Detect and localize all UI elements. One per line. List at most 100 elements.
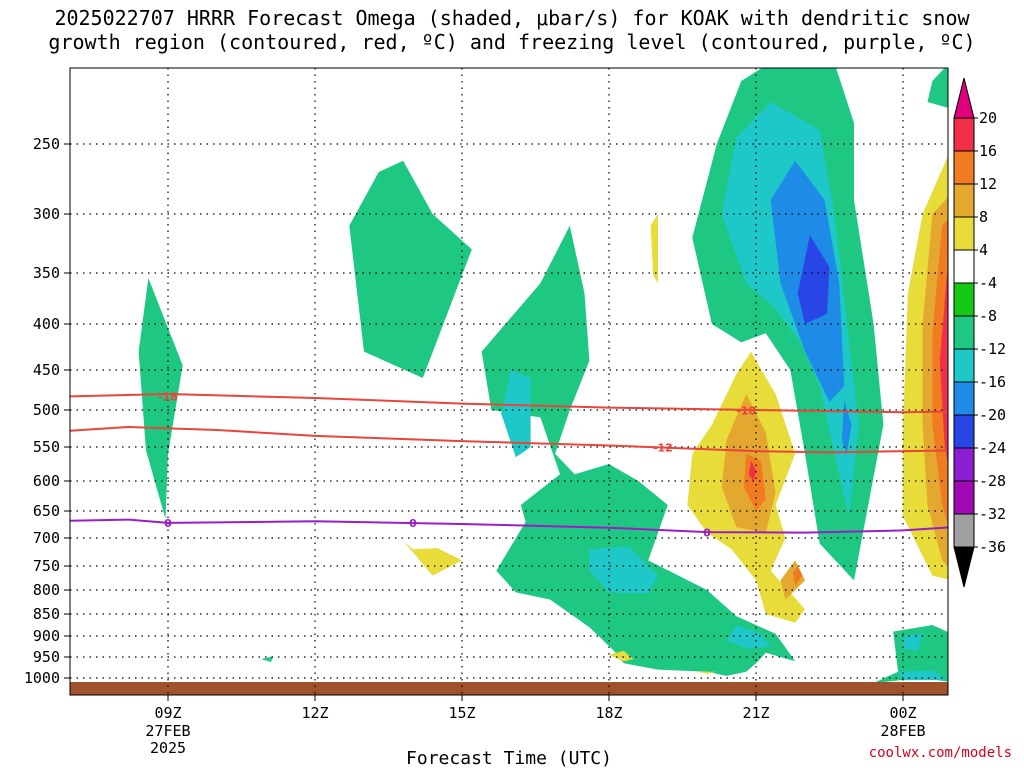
omega-region-10 — [726, 625, 771, 649]
chart-title: 2025022707 HRRR Forecast Omega (shaded, … — [0, 6, 1024, 54]
y-tick-label-800: 800 — [33, 581, 60, 599]
colorbar-tick-label--36: -36 — [979, 538, 1006, 556]
colorbar-tick-label--24: -24 — [979, 439, 1006, 457]
y-tick-label-950: 950 — [33, 648, 60, 666]
colorbar-band-3 — [953, 183, 975, 218]
omega-region-19 — [697, 671, 717, 674]
omega-region-27 — [932, 218, 948, 525]
colorbar-band-1 — [953, 117, 975, 152]
colorbar: 20 16 12 8 4 -4 -8 -12 -16 -20 -24 -28 -32 -36 — [953, 77, 1006, 588]
y-tick-label-300: 300 — [33, 205, 60, 223]
title-line-1: 2025022707 HRRR Forecast Omega (shaded, … — [54, 6, 970, 30]
omega-region-5 — [927, 68, 948, 108]
omega-region-25 — [743, 453, 766, 511]
contour-label--18-0: -18 — [158, 390, 178, 403]
contour--12 — [70, 425, 948, 454]
y-tick-label-900: 900 — [33, 627, 60, 645]
y-tick-label-550: 550 — [33, 438, 60, 456]
y-tick-label-250: 250 — [33, 135, 60, 153]
y-tick-label-350: 350 — [33, 264, 60, 282]
omega-shading — [138, 68, 953, 683]
contour-label-0-2: 0 — [703, 527, 711, 540]
contour-0 — [70, 518, 948, 534]
omega-region-0 — [138, 278, 183, 520]
colorbar-band-9 — [953, 381, 975, 416]
omega-region-14 — [841, 400, 852, 454]
omega-region-18 — [609, 650, 634, 662]
y-tick-label-1000: 1000 — [24, 669, 60, 687]
x-tick-date-09Z: 27FEB — [145, 722, 190, 740]
colorbar-tick-label-4: 4 — [979, 241, 988, 259]
plot-frame — [69, 67, 949, 696]
colorbar-band-4 — [953, 216, 975, 251]
colorbar-band-8 — [953, 348, 975, 383]
x-axis-label: Forecast Time (UTC) — [406, 748, 612, 768]
omega-region-8 — [589, 546, 658, 594]
grid-lines — [70, 68, 948, 695]
contour-label-0-1: 0 — [409, 517, 417, 530]
x-tick-label-12Z: 12Z — [301, 704, 328, 722]
omega-region-16 — [650, 214, 658, 284]
colorbar-tick-label-8: 8 — [979, 208, 988, 226]
colorbar-tick-label-20: 20 — [979, 109, 997, 127]
credit-text: coolwx.com/models — [868, 745, 1012, 761]
contour-label--18-1: -18 — [736, 405, 756, 418]
y-tick-label-450: 450 — [33, 361, 60, 379]
colorbar-band-10 — [953, 414, 975, 449]
x-tick-label-18Z: 18Z — [595, 704, 622, 722]
omega-region-3 — [481, 225, 796, 676]
colorbar-top-arrow — [953, 77, 975, 119]
colorbar-band-12 — [953, 480, 975, 515]
omega-region-30 — [950, 293, 953, 394]
colorbar-tick-label--32: -32 — [979, 505, 1006, 523]
y-tick-label-500: 500 — [33, 401, 60, 419]
ground-layer — [70, 682, 948, 695]
omega-region-28 — [748, 460, 756, 481]
colorbar-band-5 — [953, 249, 975, 284]
y-tick-label-650: 650 — [33, 502, 60, 520]
omega-region-26 — [792, 566, 803, 586]
omega-region-2 — [349, 160, 472, 378]
colorbar-band-7 — [953, 315, 975, 350]
colorbar-bottom-arrow — [953, 546, 975, 588]
y-tick-label-750: 750 — [33, 557, 60, 575]
colorbar-tick-label--8: -8 — [979, 307, 997, 325]
omega-region-17 — [403, 540, 462, 576]
y-tick-label-600: 600 — [33, 472, 60, 490]
colorbar-tick-label--4: -4 — [979, 274, 997, 292]
temperature-contours: -18 -18 -12 0 0 0 — [70, 390, 948, 540]
x-tick-year-09Z: 2025 — [150, 739, 186, 757]
ground-strip — [70, 682, 948, 695]
x-tick-label-21Z: 21Z — [742, 704, 769, 722]
y-tick-label-700: 700 — [33, 529, 60, 547]
x-tick-label-09Z: 09Z — [154, 704, 181, 722]
contour-label-0-0: 0 — [164, 517, 172, 530]
contour--18 — [70, 392, 948, 414]
colorbar-band-13 — [953, 513, 975, 548]
omega-region-29 — [939, 268, 948, 463]
omega-region-15 — [797, 235, 830, 324]
y-tick-label-400: 400 — [33, 315, 60, 333]
omega-region-11 — [903, 633, 923, 651]
omega-region-6 — [873, 625, 948, 683]
colorbar-band-11 — [953, 447, 975, 482]
colorbar-tick-label--28: -28 — [979, 472, 1006, 490]
colorbar-tick-label--16: -16 — [979, 373, 1006, 391]
omega-region-7 — [501, 370, 531, 458]
title-line-2: growth region (contoured, red, ºC) and f… — [48, 30, 976, 54]
colorbar-tick-label-12: 12 — [979, 175, 997, 193]
y-tick-label-850: 850 — [33, 605, 60, 623]
x-tick-label-00Z: 00Z — [889, 704, 916, 722]
colorbar-tick-label--20: -20 — [979, 406, 1006, 424]
omega-region-1 — [261, 656, 274, 662]
colorbar-tick-label--12: -12 — [979, 340, 1006, 358]
contour-label--12-0: -12 — [653, 442, 673, 455]
x-tick-date-00Z: 28FEB — [880, 722, 925, 740]
y-axis: 250 300 350 400 450 500 550 600 650 700 750 800 850 9… — [24, 135, 70, 687]
colorbar-tick-label-16: 16 — [979, 142, 997, 160]
x-tick-label-15Z: 15Z — [448, 704, 475, 722]
colorbar-band-2 — [953, 150, 975, 185]
colorbar-band-6 — [953, 282, 975, 317]
